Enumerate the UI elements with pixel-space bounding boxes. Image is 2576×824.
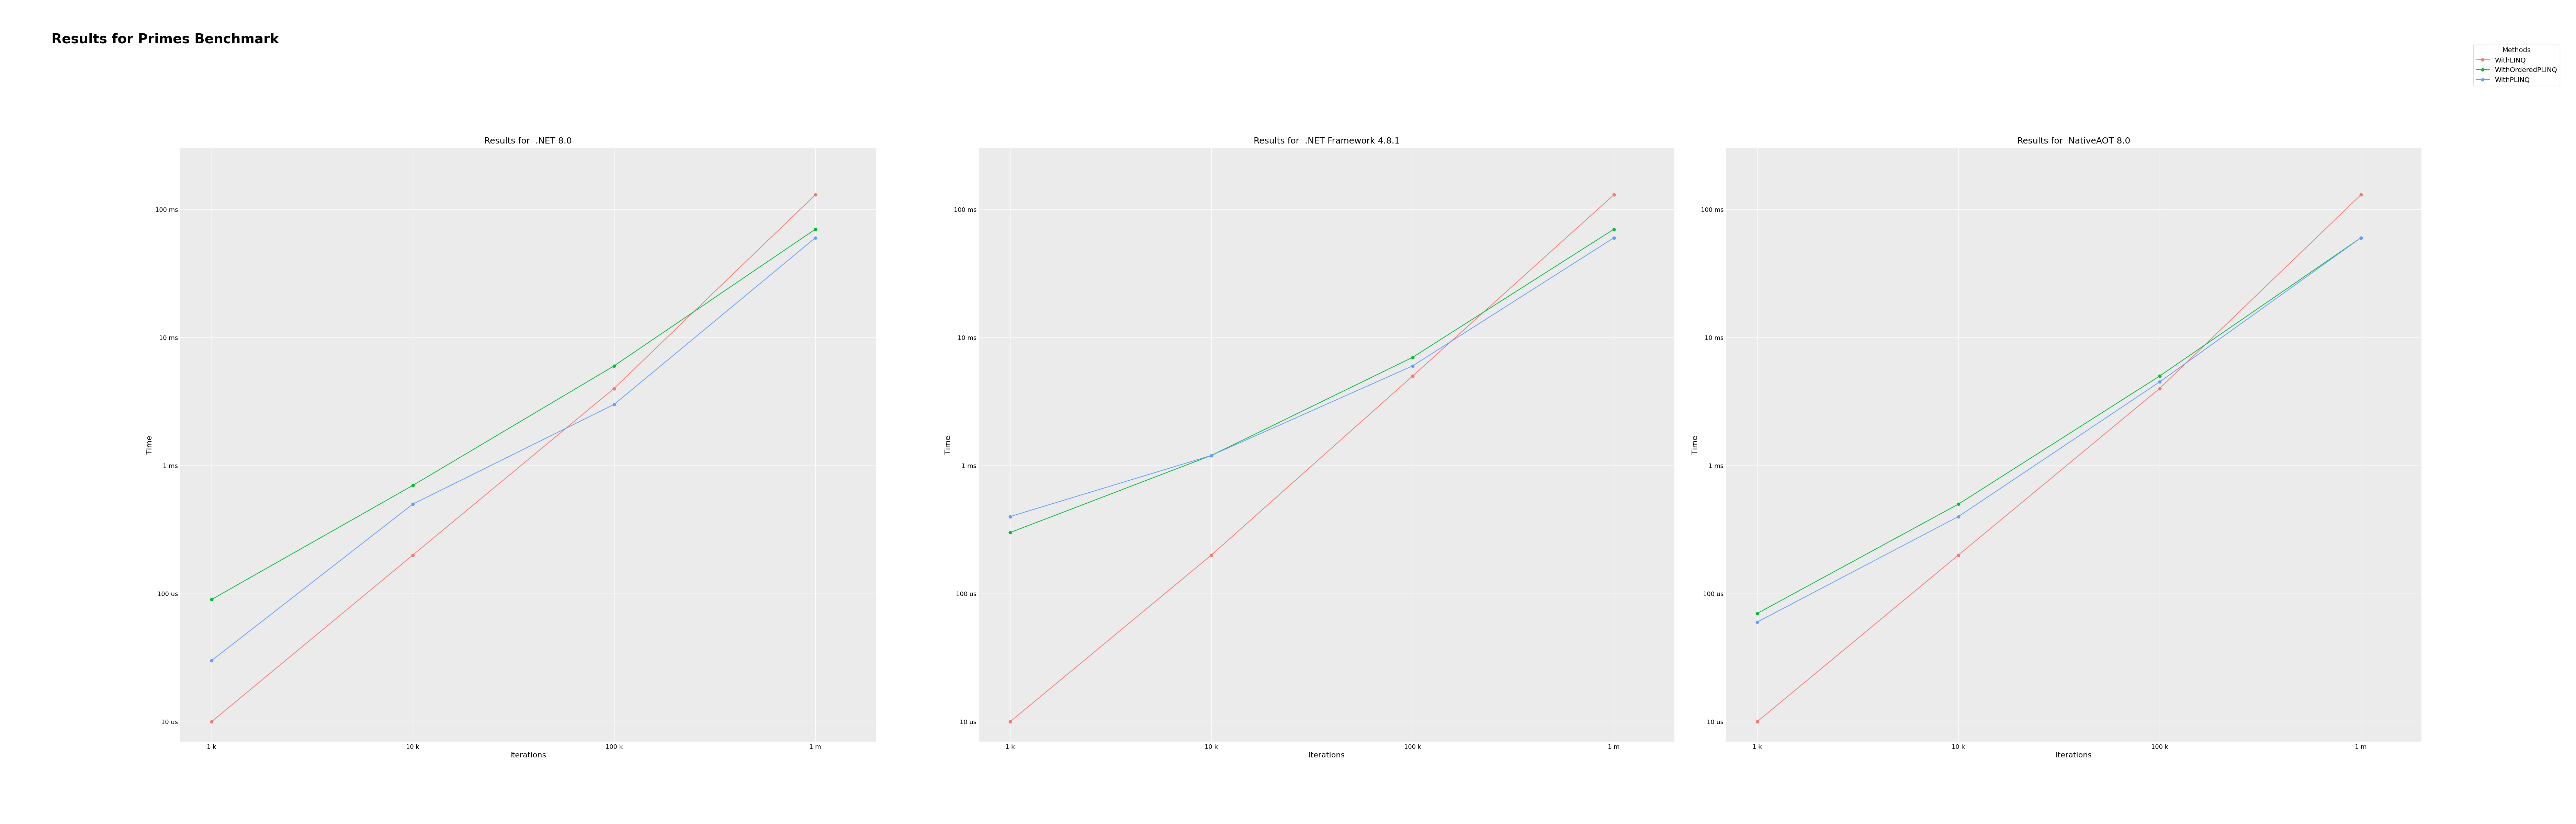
- Line: WithOrderedPLINQ: WithOrderedPLINQ: [211, 228, 817, 601]
- Line: WithLINQ: WithLINQ: [211, 194, 817, 723]
- WithPLINQ: [397, 499, 428, 509]
- WithLINQ: [2344, 190, 2375, 199]
- Line: WithOrderedPLINQ: WithOrderedPLINQ: [1757, 236, 2362, 615]
- X-axis label: Iterations: Iterations: [510, 752, 546, 759]
- WithPLINQ: [799, 233, 829, 243]
- WithPLINQ: [994, 512, 1025, 522]
- Y-axis label: Time: Time: [147, 436, 152, 454]
- WithPLINQ: [2143, 377, 2174, 387]
- WithOrderedPLINQ: [1942, 499, 1973, 509]
- Line: WithLINQ: WithLINQ: [1010, 194, 1615, 723]
- WithOrderedPLINQ: [2344, 233, 2375, 243]
- WithPLINQ: [196, 656, 227, 666]
- Y-axis label: Time: Time: [945, 436, 951, 454]
- WithPLINQ: [1741, 617, 1772, 627]
- WithLINQ: [1597, 190, 1628, 199]
- X-axis label: Iterations: Iterations: [1309, 752, 1345, 759]
- Line: WithLINQ: WithLINQ: [1757, 194, 2362, 723]
- Y-axis label: Time: Time: [1692, 436, 1698, 454]
- WithLINQ: [1396, 371, 1427, 381]
- WithPLINQ: [598, 400, 629, 410]
- WithLINQ: [1195, 550, 1226, 560]
- WithLINQ: [994, 717, 1025, 727]
- Title: Results for  .NET Framework 4.8.1: Results for .NET Framework 4.8.1: [1255, 137, 1399, 145]
- WithPLINQ: [1597, 233, 1628, 243]
- WithOrderedPLINQ: [1741, 609, 1772, 619]
- Line: WithPLINQ: WithPLINQ: [1010, 236, 1615, 518]
- WithPLINQ: [1942, 512, 1973, 522]
- WithOrderedPLINQ: [1396, 353, 1427, 363]
- WithOrderedPLINQ: [799, 224, 829, 234]
- WithLINQ: [397, 550, 428, 560]
- WithLINQ: [2143, 383, 2174, 393]
- X-axis label: Iterations: Iterations: [2056, 752, 2092, 759]
- Text: Results for Primes Benchmark: Results for Primes Benchmark: [52, 33, 278, 46]
- WithPLINQ: [2344, 233, 2375, 243]
- Title: Results for  NativeAOT 8.0: Results for NativeAOT 8.0: [2017, 137, 2130, 145]
- Line: WithPLINQ: WithPLINQ: [211, 236, 817, 662]
- WithLINQ: [1942, 550, 1973, 560]
- WithLINQ: [598, 383, 629, 393]
- WithOrderedPLINQ: [598, 361, 629, 371]
- Legend: WithLINQ, WithOrderedPLINQ, WithPLINQ: WithLINQ, WithOrderedPLINQ, WithPLINQ: [2473, 44, 2561, 86]
- WithLINQ: [196, 717, 227, 727]
- Line: WithPLINQ: WithPLINQ: [1757, 236, 2362, 624]
- WithOrderedPLINQ: [1597, 224, 1628, 234]
- WithOrderedPLINQ: [994, 527, 1025, 537]
- WithOrderedPLINQ: [397, 480, 428, 490]
- WithOrderedPLINQ: [2143, 371, 2174, 381]
- Line: WithOrderedPLINQ: WithOrderedPLINQ: [1010, 228, 1615, 534]
- WithPLINQ: [1396, 361, 1427, 371]
- WithLINQ: [1741, 717, 1772, 727]
- WithOrderedPLINQ: [1195, 451, 1226, 461]
- WithLINQ: [799, 190, 829, 199]
- WithOrderedPLINQ: [196, 595, 227, 605]
- WithPLINQ: [1195, 451, 1226, 461]
- Title: Results for  .NET 8.0: Results for .NET 8.0: [484, 137, 572, 145]
